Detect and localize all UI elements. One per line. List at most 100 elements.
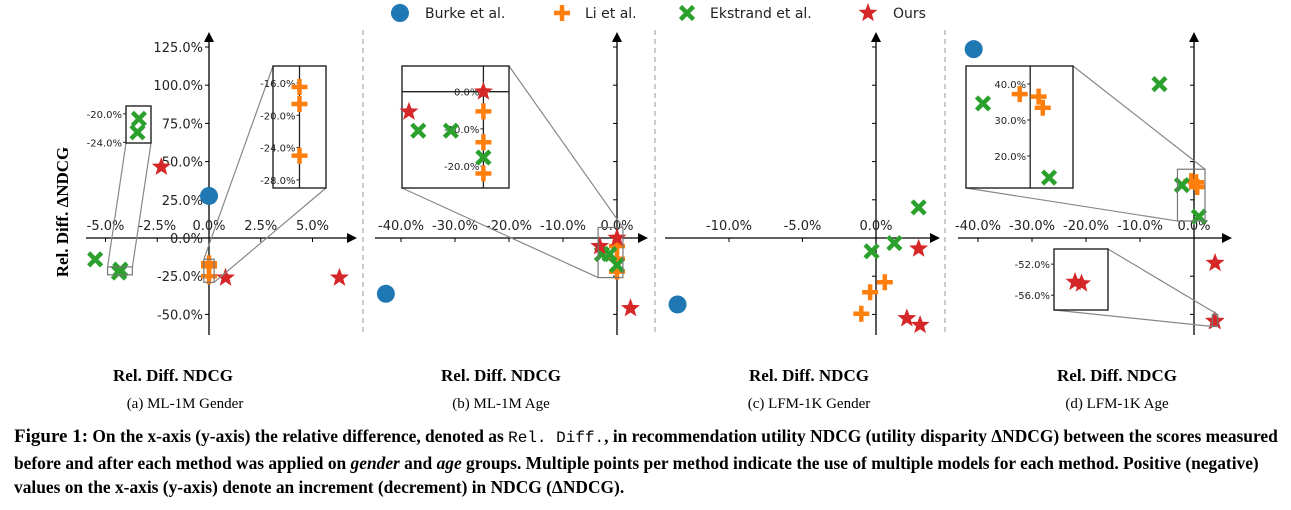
- inset-data-point: [475, 103, 492, 120]
- x-tick-label: -10.0%: [1117, 219, 1163, 234]
- y-axis-label: Rel. Diff. ΔNDCG: [53, 147, 72, 278]
- y-axis-arrow: [612, 32, 622, 42]
- x-tick-label: -5.0%: [784, 219, 822, 234]
- plus-marker: [853, 305, 870, 322]
- x-tick-label: 0.0%: [859, 219, 892, 234]
- caption-code: Rel. Diff.: [508, 429, 605, 447]
- x-axis-label: Rel. Diff. NDCG: [1057, 366, 1177, 385]
- x-marker: [1040, 169, 1058, 186]
- inset-y-tick-label: 40.0%: [994, 80, 1026, 91]
- star-marker: [590, 236, 610, 255]
- star-marker: [910, 315, 930, 334]
- inset-y-tick-label: 30.0%: [994, 116, 1026, 127]
- x-tick-label: -10.0%: [706, 219, 752, 234]
- inset-y-tick-label: -28.0%: [260, 176, 295, 187]
- inset: 0.0% -10.0% -20.0%: [399, 65, 510, 189]
- data-point: [1151, 76, 1168, 93]
- x-marker: [910, 199, 927, 216]
- inset-connector: [401, 187, 599, 279]
- inset-connector: [1072, 65, 1206, 170]
- x-axis-label: Rel. Diff. NDCG: [113, 366, 233, 385]
- inset-connector: [508, 65, 624, 228]
- inset-connector: [965, 187, 1178, 222]
- inset-data-point: [1040, 169, 1058, 186]
- inset-y-tick-label: 0.0%: [454, 88, 479, 99]
- data-point: [853, 305, 870, 322]
- inset-y-tick-label: -24.0%: [87, 138, 122, 149]
- inset-data-point: [410, 122, 427, 139]
- plus-marker: [554, 5, 570, 21]
- x-tick-label: 0.0%: [600, 219, 633, 234]
- plus-marker: [475, 134, 492, 151]
- x-marker: [1151, 76, 1168, 93]
- data-point: [329, 267, 349, 286]
- caption-emphasis: age: [436, 452, 462, 473]
- caption-text: On the x-axis (y-axis) the relative diff…: [88, 426, 509, 446]
- y-axis-arrow: [204, 32, 214, 42]
- panel-b: -40.0% -30.0% -20.0% -10.0% 0.0% 0.0% -10.0% -2…: [375, 32, 648, 412]
- star-marker: [151, 156, 171, 176]
- inset-data-point: [129, 124, 146, 141]
- x-marker: [130, 110, 148, 127]
- caption-text: groups. Multiple points per method indic…: [14, 452, 1259, 498]
- inset-y-tick-label: -20.0%: [260, 111, 295, 122]
- x-marker: [678, 4, 696, 22]
- circle-marker: [200, 186, 218, 205]
- star-marker: [858, 3, 878, 22]
- y-tick-label: 75.0%: [162, 117, 203, 132]
- x-marker: [608, 256, 626, 274]
- x-axis-label: Rel. Diff. NDCG: [749, 366, 869, 385]
- inset-y-tick-label: 20.0%: [994, 152, 1026, 163]
- y-tick-label: 125.0%: [153, 41, 203, 56]
- inset-y-tick-label: -20.0%: [444, 162, 479, 173]
- inset-y-tick-label: -16.0%: [260, 79, 295, 90]
- x-axis-arrow: [638, 233, 648, 243]
- data-point: [910, 315, 930, 334]
- inset-data-point: [974, 95, 992, 112]
- inset-data-point: [475, 165, 492, 182]
- circle-marker: [391, 4, 409, 22]
- data-point: [910, 199, 927, 216]
- inset-y-tick-label: -56.0%: [1015, 291, 1050, 302]
- plus-marker: [1189, 178, 1206, 195]
- inset-data-point: [291, 147, 308, 164]
- data-point: [590, 236, 610, 255]
- inset-connector: [131, 142, 152, 267]
- x-marker: [974, 95, 992, 112]
- star-marker: [607, 228, 627, 247]
- data-point: [601, 245, 618, 263]
- x-tick-label: -5.0%: [87, 219, 125, 234]
- legend-label: Li et al.: [585, 6, 637, 22]
- star-icon: [858, 3, 878, 22]
- x-tick-label: -30.0%: [432, 219, 478, 234]
- x-tick-label: -40.0%: [955, 219, 1001, 234]
- star-marker: [909, 238, 929, 257]
- legend-item: Burke et al.: [391, 4, 505, 22]
- inset-data-point: [399, 101, 419, 120]
- data-point: [863, 243, 880, 260]
- inset-connector: [1053, 309, 1213, 328]
- inset-data-point: [475, 149, 492, 166]
- x-marker: [863, 243, 880, 260]
- figure-caption: Figure 1: On the x-axis (y-axis) the rel…: [14, 424, 1282, 500]
- inset-source-rect: [1211, 313, 1219, 328]
- inset-y-tick-label: -52.0%: [1015, 260, 1050, 271]
- y-axis-arrow: [871, 32, 881, 42]
- x-tick-label: -30.0%: [1009, 219, 1055, 234]
- x-marker: [601, 245, 618, 263]
- inset: -16.0% -20.0% -24.0% -28.0%: [260, 65, 327, 189]
- plus-marker: [876, 274, 893, 291]
- inset-data-point: [1072, 273, 1092, 292]
- star-marker: [1205, 253, 1225, 272]
- inset-source-rect: [597, 226, 624, 279]
- x-icon: [678, 4, 696, 22]
- legend-label: Ekstrand et al.: [710, 6, 812, 22]
- caption-label: Figure 1:: [14, 426, 89, 447]
- star-marker: [399, 101, 419, 120]
- x-marker: [886, 234, 903, 252]
- x-tick-label: 2.5%: [244, 219, 277, 234]
- y-tick-label: 50.0%: [162, 156, 203, 171]
- plus-marker: [291, 147, 308, 164]
- data-point: [1205, 311, 1225, 330]
- y-tick-label: -25.0%: [157, 270, 203, 285]
